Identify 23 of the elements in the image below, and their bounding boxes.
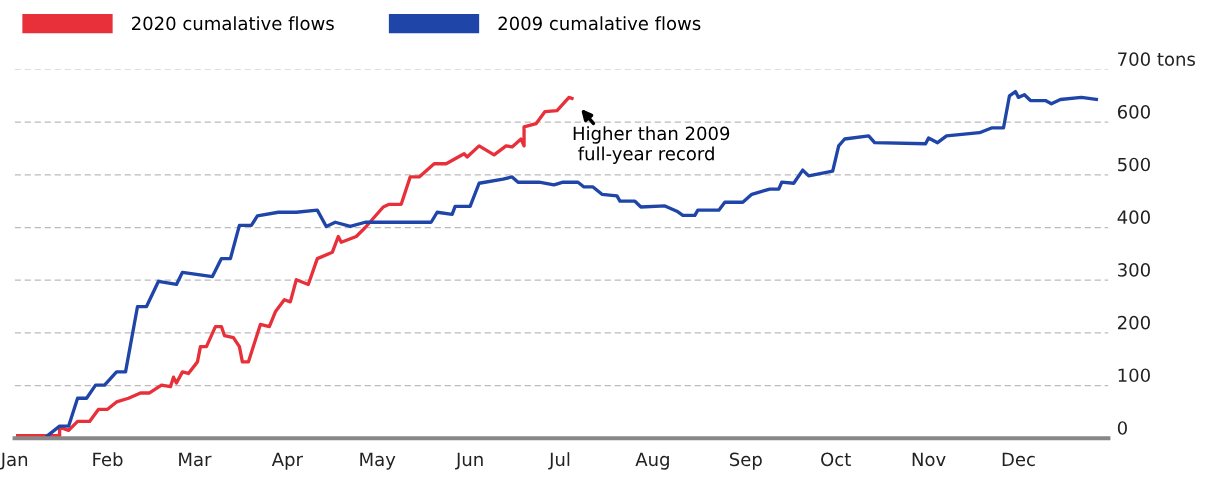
y-tick-label: 400 [1117,210,1150,225]
x-tick-label: Nov [912,452,946,467]
x-tick-label: Oct [821,452,851,467]
annotation: Higher than 2009 full-year record [573,126,730,164]
x-tick-label: Jan [0,452,28,470]
legend-label: 2020 cumalative flows [132,16,334,31]
y-tick-label: 300 [1118,263,1150,277]
legend-label: 2009 cumalative flows [498,16,701,31]
x-tick-label: Dec [1002,452,1035,467]
y-tick-label: 600 [1117,104,1150,119]
x-tick-label: Jul [548,452,570,470]
x-tick-label: Mar [179,452,212,467]
x-tick-label: Feb [93,452,123,467]
y-tick-label: 100 [1118,368,1150,383]
x-tick-label: Jun [455,452,483,470]
x-tick-label: Sep [729,452,762,470]
y-tick-label: 0 [1117,421,1127,435]
x-tick-label: Aug [635,452,669,470]
y-tick-label: 200 [1118,315,1150,330]
y-tick-label: 700 tons [1118,52,1195,66]
x-tick-label: Apr [271,452,303,470]
y-tick-label: 500 [1118,157,1150,172]
x-tick-label: May [360,452,396,470]
